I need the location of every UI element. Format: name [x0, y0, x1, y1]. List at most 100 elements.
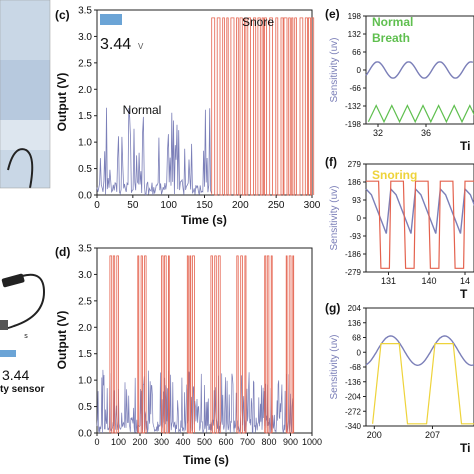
- x-tick-label: 200: [232, 200, 249, 211]
- photo-person: [0, 60, 50, 120]
- photo-frame: [0, 0, 51, 189]
- snore-burst-7: [285, 255, 295, 434]
- photo-bed: [0, 120, 50, 150]
- device-body: [1, 273, 25, 288]
- panel-f: (f) 279 186 93 0 -93 -186 -279 131 140 14T Sensitiv…: [325, 155, 474, 301]
- device-clip: [0, 320, 8, 330]
- x-tick-label: 500: [197, 437, 212, 447]
- y-tick-label: -198: [345, 120, 362, 129]
- snore-burst-6: [264, 255, 273, 434]
- snore-burst-4: [210, 255, 221, 434]
- x-tick-label: 100: [111, 437, 126, 447]
- annotation-line-1: Normal: [372, 15, 413, 29]
- photo-cable: [7, 148, 34, 189]
- series-line-sensitivity: [365, 187, 474, 234]
- panel-g: (g) 204 136 68 0 -68 -136 -204 -272 -340 200 207 Ti S…: [325, 301, 474, 455]
- plot-frame: [365, 15, 474, 125]
- y-axis-label: Output (V): [55, 311, 69, 370]
- panel-c: (c) 0.0 0.5 1.0 1.5 2.0 2.5 3.0 3.5 0 50 100 150 200 2…: [55, 6, 321, 228]
- x-tick-label: 300: [154, 437, 169, 447]
- series-line-reference: [367, 104, 474, 124]
- y-tick-label: 186: [348, 178, 362, 187]
- sensor-label: ty sensor: [0, 384, 45, 395]
- y-tick-label: 204: [348, 304, 362, 313]
- panel-label: (e): [325, 7, 340, 21]
- y-tick-label: 198: [348, 12, 362, 21]
- y-tick-label: -68: [349, 363, 361, 372]
- x-tick-label: 200: [367, 430, 382, 440]
- lead-mark: s: [24, 333, 28, 340]
- y-tick-label: 2.5: [78, 58, 92, 69]
- y-tick-label: 3.0: [78, 32, 92, 43]
- y-tick-label: 2.0: [78, 85, 92, 96]
- snore-burst-5: [236, 255, 247, 434]
- panel-label: (c): [55, 8, 70, 22]
- x-tick-label: 0: [94, 437, 99, 447]
- y-tick-label: 3.5: [78, 6, 92, 17]
- y-axis-label: Output (V): [55, 73, 69, 132]
- x-tick-label: 140: [421, 276, 436, 286]
- y-tick-label: 2.5: [78, 296, 92, 307]
- series-line-sensitivity: [365, 335, 474, 367]
- x-tick-label: 700: [240, 437, 255, 447]
- series-line-reference: [366, 180, 474, 269]
- y-tick-label: 3.5: [78, 244, 92, 255]
- annotation-label: Snoring: [372, 168, 417, 182]
- panel-label: (d): [55, 245, 70, 259]
- x-axis-label: T: [460, 287, 468, 301]
- y-tick-label: 1.0: [78, 376, 92, 387]
- y-tick-label: -132: [345, 102, 362, 111]
- y-tick-label: -279: [345, 268, 362, 277]
- panel-e: (e) 198 132 66 0 -66 -132 -198 32 36 Ti Sensitivity…: [325, 7, 474, 153]
- x-tick-label: 600: [218, 437, 233, 447]
- series-line-reference: [372, 343, 474, 425]
- y-tick-label: -136: [345, 378, 362, 387]
- x-tick-label: 250: [268, 200, 285, 211]
- y-tick-label: 0.5: [78, 402, 92, 413]
- series-line-breath: [96, 369, 293, 434]
- y-tick-label: -66: [349, 84, 361, 93]
- x-tick-label: 14: [460, 276, 470, 286]
- x-tick-label: 1000: [302, 437, 322, 447]
- snore-burst-0: [109, 255, 119, 434]
- y-tick-label: 132: [348, 30, 362, 39]
- series-label-normal: Normal: [123, 103, 162, 117]
- bed-icon: [0, 350, 16, 357]
- x-tick-label: 207: [425, 430, 440, 440]
- y-tick-label: 1.5: [78, 349, 92, 360]
- y-tick-label: 66: [352, 48, 361, 57]
- y-tick-label: -272: [345, 407, 362, 416]
- y-tick-label: 0.0: [78, 429, 92, 440]
- y-tick-label: 0: [357, 348, 362, 357]
- y-tick-label: 1.0: [78, 138, 92, 149]
- y-tick-label: 0: [357, 66, 362, 75]
- series-line-snore: [211, 17, 315, 196]
- series-line-normal: [96, 107, 212, 196]
- y-tick-label: 3.0: [78, 270, 92, 281]
- x-tick-label: 150: [196, 200, 213, 211]
- inset-unit: V: [138, 42, 144, 51]
- inset-value: 3.44: [100, 36, 131, 53]
- x-axis-label: Ti: [460, 441, 470, 455]
- y-tick-label: -186: [345, 250, 362, 259]
- y-tick-label: -340: [345, 422, 362, 431]
- plot-frame: [365, 163, 474, 273]
- x-tick-label: 200: [132, 437, 147, 447]
- y-tick-label: 136: [348, 319, 362, 328]
- panel-d: (d) 0.0 0.5 1.0 1.5 2.0 2.5 3.0 3.5 0 100 200 300 400…: [55, 244, 322, 468]
- y-tick-label: 1.5: [78, 111, 92, 122]
- y-tick-label: -93: [349, 232, 361, 241]
- x-tick-label: 36: [421, 128, 431, 138]
- x-tick-label: 0: [94, 200, 100, 211]
- y-tick-label: 279: [348, 160, 362, 169]
- x-tick-label: 400: [175, 437, 190, 447]
- series-label-snore: Snore: [242, 15, 274, 29]
- snore-burst-1: [137, 255, 147, 434]
- x-tick-label: 300: [304, 200, 321, 211]
- x-axis-label: Time (s): [181, 213, 227, 227]
- x-tick-label: 131: [381, 276, 396, 286]
- y-tick-label: 0: [357, 214, 362, 223]
- y-tick-label: 2.0: [78, 323, 92, 334]
- x-axis-label: Time (s): [183, 453, 229, 467]
